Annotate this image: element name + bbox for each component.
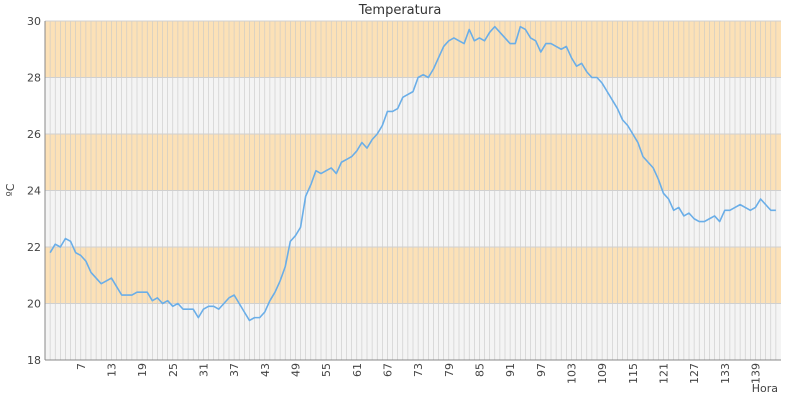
y-tick-label: 24 [27,185,41,198]
x-tick-label: 133 [719,363,732,384]
x-tick-label: 73 [412,363,425,377]
x-tick-label: 49 [289,363,302,377]
x-tick-label: 139 [749,363,762,384]
y-tick-labels: 18 20 22 24 26 28 30 [27,15,41,367]
x-tick-label: 25 [167,363,180,377]
x-tick-label: 103 [565,363,578,384]
x-tick-label: 91 [504,363,517,377]
x-tick-label: 19 [136,363,149,377]
x-tick-label: 67 [381,363,394,377]
x-axis-label: Hora [752,382,778,395]
axes [44,21,781,361]
y-tick-label: 28 [27,72,41,85]
x-tick-label: 13 [105,363,118,377]
y-tick-label: 22 [27,241,41,254]
x-tick-label: 115 [627,363,640,384]
x-tick-label: 61 [351,363,364,377]
x-tick-label: 79 [443,363,456,377]
x-tick-label: 121 [657,363,670,384]
x-tick-label: 109 [596,363,609,384]
y-axis-label: ºC [4,183,17,196]
x-tick-label: 43 [259,363,272,377]
x-tick-label: 31 [197,363,210,377]
y-tick-label: 26 [27,128,41,141]
y-tick-label: 30 [27,15,41,28]
x-tick-label: 97 [535,363,548,377]
y-tick-label: 20 [27,298,41,311]
x-tick-label: 37 [228,363,241,377]
x-tick-labels: 7 13 19 25 31 37 43 49 55 61 67 73 79 85 91 97 103 109 115… [75,363,763,384]
x-tick-label: 85 [473,363,486,377]
x-tick-label: 127 [688,363,701,384]
series-group [49,25,776,322]
chart-title: Temperatura [358,3,442,18]
y-tick-label: 18 [27,354,41,367]
x-tick-label: 55 [320,363,333,377]
x-tick-label: 7 [75,363,88,370]
series-line [49,25,776,322]
